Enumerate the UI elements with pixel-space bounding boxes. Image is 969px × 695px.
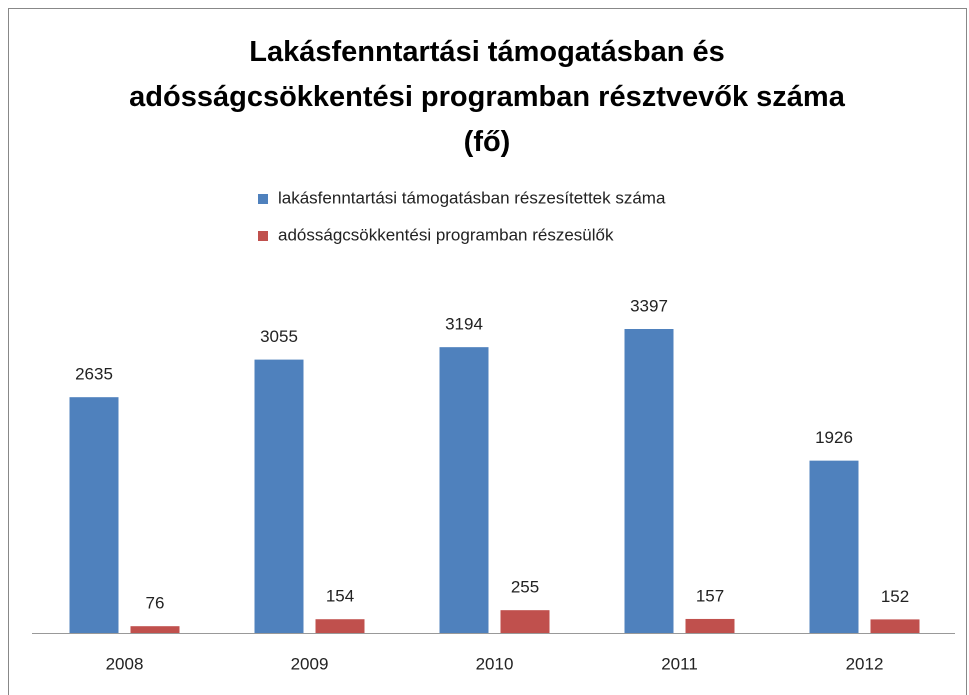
bar: [500, 610, 550, 633]
x-tick-label: 2011: [661, 654, 698, 673]
data-label: 154: [326, 587, 354, 606]
bar: [315, 619, 365, 633]
x-tick-label: 2009: [291, 654, 329, 673]
data-label: 157: [696, 586, 724, 605]
chart-frame: [8, 8, 967, 695]
x-tick-label: 2012: [846, 654, 884, 673]
bar: [624, 329, 674, 633]
x-tick-label: 2008: [106, 654, 144, 673]
bar: [254, 359, 304, 633]
bar: [870, 619, 920, 633]
data-label: 76: [146, 594, 165, 613]
data-label: 3397: [630, 296, 668, 315]
data-label: 3055: [260, 327, 298, 346]
legend-label: lakásfenntartási támogatásban részesítet…: [278, 188, 666, 207]
legend-swatch: [258, 194, 268, 204]
bar: [69, 397, 119, 633]
legend-swatch: [258, 231, 268, 241]
data-label: 152: [881, 587, 909, 606]
data-label: 255: [511, 578, 539, 597]
legend-label: adósságcsökkentési programban részesülők: [278, 225, 614, 244]
bar: [130, 626, 180, 633]
data-label: 1926: [815, 428, 853, 447]
bar: [809, 460, 859, 633]
chart-title: Lakásfenntartási támogatásban és adósság…: [129, 36, 845, 158]
x-tick-label: 2010: [476, 654, 514, 673]
data-label: 2635: [75, 365, 113, 384]
data-label: 3194: [445, 315, 483, 334]
bar: [685, 618, 735, 633]
bar: [439, 347, 489, 633]
